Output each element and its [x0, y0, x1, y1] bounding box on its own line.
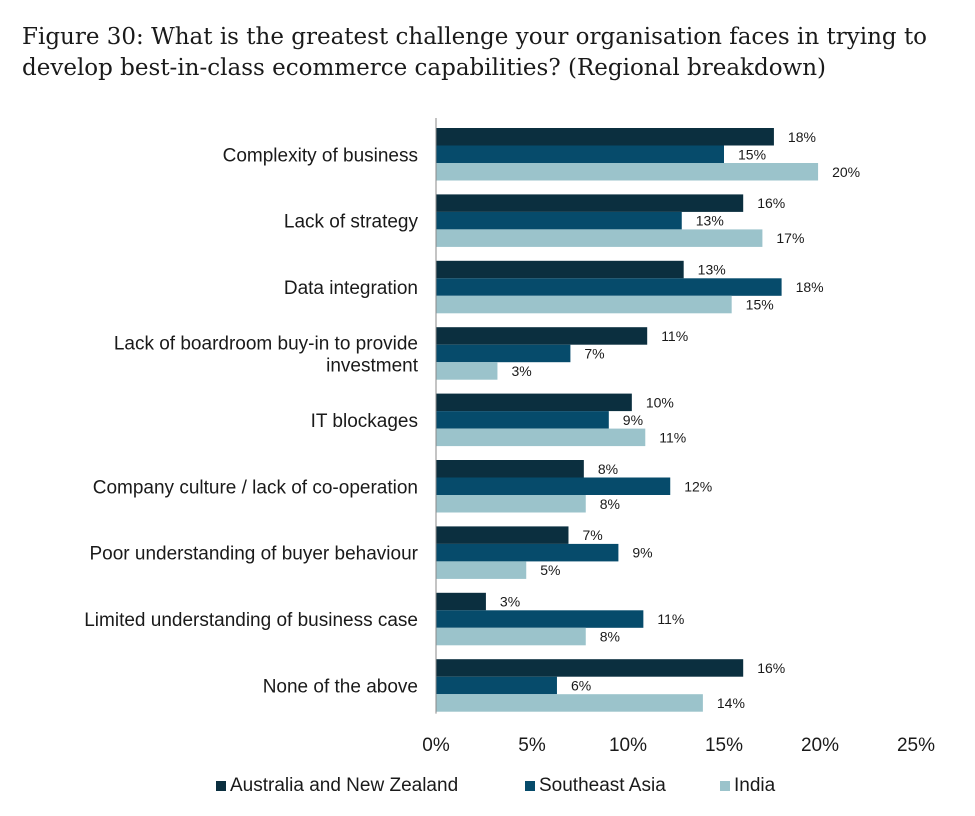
legend-label: India: [734, 775, 776, 796]
data-label: 6%: [571, 677, 591, 693]
category-label: Limited understanding of business case: [84, 610, 418, 631]
bar: [436, 477, 671, 495]
data-label: 11%: [661, 328, 688, 344]
data-label: 18%: [788, 129, 816, 145]
bar: [436, 278, 782, 296]
x-tick-label: 0%: [422, 735, 450, 756]
bar: [436, 163, 819, 181]
data-label: 11%: [657, 611, 684, 627]
data-label: 5%: [540, 562, 560, 578]
data-label: 3%: [500, 594, 520, 610]
bar: [436, 460, 584, 478]
bar: [436, 610, 644, 628]
data-label: 7%: [584, 345, 604, 361]
bar: [436, 659, 744, 677]
data-label: 7%: [582, 527, 602, 543]
data-label: 8%: [600, 496, 620, 512]
data-label: 13%: [698, 262, 726, 278]
data-label: 8%: [598, 461, 618, 477]
bar: [436, 428, 646, 447]
legend-swatch: [720, 781, 730, 791]
bar: [436, 411, 609, 429]
data-label: 16%: [757, 195, 785, 211]
data-label: 12%: [684, 478, 712, 494]
category-label: Complexity of business: [223, 145, 418, 166]
category-label: IT blockages: [311, 411, 418, 432]
data-label: 13%: [696, 213, 724, 229]
bar: [436, 393, 632, 412]
bar: [436, 561, 527, 579]
bar: [436, 260, 684, 279]
bar: [436, 128, 774, 146]
bar: [436, 211, 682, 230]
data-label: 15%: [738, 146, 766, 162]
bar: [436, 362, 498, 380]
bar: [436, 344, 571, 363]
data-label: 9%: [623, 412, 643, 428]
data-label: 20%: [832, 164, 860, 180]
bar: [436, 194, 744, 212]
data-label: 11%: [659, 429, 686, 445]
category-label: Data integration: [284, 278, 418, 299]
bar: [436, 295, 732, 314]
legend-swatch: [216, 781, 226, 791]
chart-title: Figure 30: What is the greatest challeng…: [22, 24, 928, 81]
data-label: 9%: [632, 545, 652, 561]
x-tick-label: 15%: [705, 735, 743, 756]
x-tick-label: 10%: [609, 735, 647, 756]
bar: [436, 526, 569, 544]
data-label: 3%: [511, 363, 531, 379]
data-label: 14%: [717, 695, 745, 711]
bar: [436, 145, 724, 163]
legend-label: Australia and New Zealand: [230, 775, 458, 796]
bar: [436, 543, 619, 562]
data-label: 17%: [776, 230, 804, 246]
bar: [436, 627, 586, 646]
legend-label: Southeast Asia: [539, 775, 666, 796]
category-label: Company culture / lack of co-operation: [93, 477, 418, 498]
bar: [436, 676, 557, 695]
data-label: 15%: [746, 297, 774, 313]
data-label: 18%: [796, 279, 824, 295]
category-label: None of the above: [263, 676, 418, 697]
data-label: 10%: [646, 394, 674, 410]
bar: [436, 327, 648, 345]
x-tick-label: 20%: [801, 735, 839, 756]
legend-swatch: [525, 781, 535, 791]
data-label: 16%: [757, 660, 785, 676]
x-tick-label: 5%: [518, 735, 546, 756]
data-label: 8%: [600, 629, 620, 645]
category-label: Lack of boardroom buy-in to provide inves…: [114, 333, 419, 376]
x-tick-label: 25%: [897, 735, 935, 756]
bar: [436, 694, 703, 712]
bar: [436, 229, 763, 247]
bar: [436, 592, 486, 611]
category-label: Lack of strategy: [284, 212, 419, 233]
category-label: Poor understanding of buyer behaviour: [89, 544, 418, 565]
bar: [436, 495, 586, 513]
